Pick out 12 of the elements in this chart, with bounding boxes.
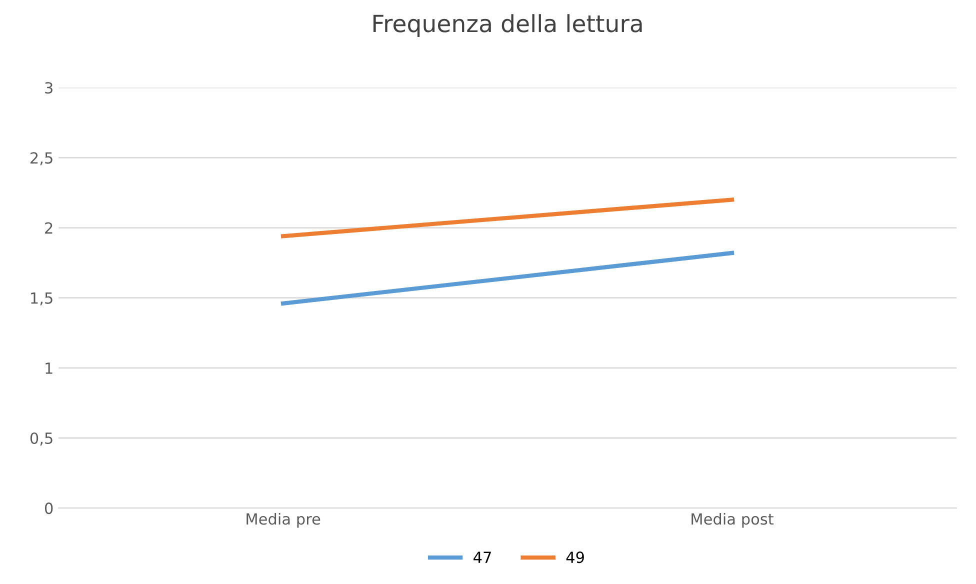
y-tick-label: 2 bbox=[45, 222, 52, 234]
legend-label: 49 bbox=[566, 552, 584, 564]
legend-label: 47 bbox=[474, 552, 491, 563]
y-tick-label: 0,5 bbox=[30, 432, 52, 446]
y-tick-label: 2,5 bbox=[30, 152, 52, 166]
x-tick-label: Media pre bbox=[246, 512, 320, 528]
y-tick-label: 3 bbox=[45, 82, 52, 94]
y-tick-label: 1 bbox=[46, 362, 52, 374]
chart-title: Frequenza della lettura bbox=[373, 14, 642, 37]
y-tick-label: 1,5 bbox=[31, 292, 52, 306]
y-tick-label: 0 bbox=[44, 502, 53, 514]
x-tick-label: Media post bbox=[692, 512, 774, 528]
